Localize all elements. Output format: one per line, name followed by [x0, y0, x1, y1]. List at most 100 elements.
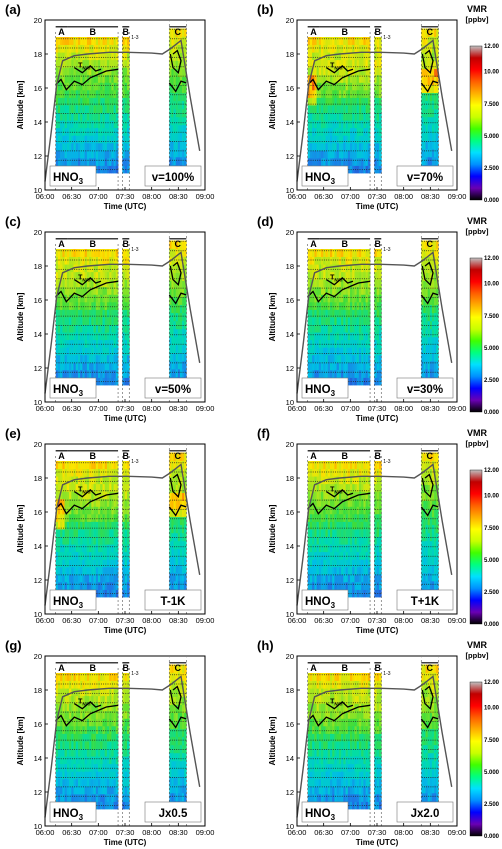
grid-dot — [377, 169, 379, 171]
grid-dot — [330, 306, 332, 308]
vmr-cell — [352, 120, 355, 129]
grid-dot — [96, 343, 98, 345]
grid-dot — [346, 103, 348, 105]
vmr-cell — [57, 127, 61, 136]
grid-dot — [96, 150, 98, 152]
grid-dot — [355, 141, 357, 142]
vmr-cell — [425, 68, 428, 77]
vmr-cell — [55, 332, 59, 341]
vmr-cell — [69, 52, 72, 61]
grid-dot — [107, 47, 109, 49]
grid-dot — [432, 113, 434, 114]
vmr-cell — [82, 150, 85, 159]
vmr-cell — [354, 142, 358, 151]
vmr-cell — [309, 279, 313, 288]
vmr-cell — [113, 105, 117, 113]
grid-dot — [348, 325, 350, 326]
vmr-cell — [111, 362, 114, 371]
vmr-cell — [75, 135, 79, 144]
grid-dot — [78, 141, 80, 142]
vmr-cell — [62, 97, 65, 106]
vmr-cell — [84, 74, 88, 83]
vmr-cell — [327, 157, 331, 166]
vmr-cell — [177, 288, 181, 298]
vmr-cell — [111, 89, 114, 98]
grid-dot — [368, 259, 370, 261]
vmr-cell — [102, 347, 106, 356]
grid-dot — [323, 325, 325, 326]
grid-dot — [85, 315, 87, 317]
vmr-cell — [427, 28, 431, 37]
grid-dot — [184, 296, 186, 298]
grid-dot — [174, 122, 176, 124]
vmr-cell — [169, 296, 172, 306]
grid-dot — [424, 84, 425, 86]
grid-dot — [94, 131, 96, 133]
grid-dot — [184, 103, 186, 105]
grid-dot — [65, 250, 67, 252]
vmr-cell — [115, 369, 119, 378]
vmr-cell — [98, 271, 101, 280]
grid-dot — [169, 28, 171, 30]
vmr-cell — [169, 288, 172, 298]
vmr-cell — [66, 59, 70, 68]
grid-dot — [65, 353, 67, 354]
grid-dot — [65, 296, 67, 298]
vmr-cell — [330, 82, 333, 91]
vmr-cell — [122, 37, 125, 45]
vmr-cell — [64, 82, 68, 91]
grid-dot — [368, 56, 370, 58]
vmr-cell — [321, 279, 324, 288]
vmr-cell — [356, 271, 360, 280]
vmr-cell — [91, 135, 94, 144]
vmr-cell — [115, 354, 119, 363]
vmr-cell — [425, 60, 428, 69]
grid-dot — [352, 113, 354, 114]
vmr-cell — [431, 84, 435, 94]
vmr-cell — [350, 67, 353, 76]
vmr-cell — [93, 37, 97, 45]
vmr-cell — [184, 352, 187, 362]
vmr-cell — [341, 112, 344, 121]
grid-dot — [355, 362, 357, 364]
vmr-cell — [345, 324, 349, 333]
grid-dot — [346, 315, 348, 317]
vmr-cell — [75, 354, 79, 363]
vmr-cell — [332, 150, 335, 159]
grid-dot — [76, 56, 78, 58]
grid-dot — [56, 150, 58, 152]
vmr-cell — [361, 309, 364, 318]
vmr-cell — [102, 354, 106, 363]
grid-dot — [379, 131, 381, 133]
vmr-cell — [111, 309, 114, 318]
vmr-cell — [316, 120, 320, 129]
vmr-cell — [316, 317, 320, 325]
vmr-cell — [321, 317, 324, 325]
grid-dot — [127, 353, 129, 354]
vmr-cell — [338, 354, 342, 363]
grid-dot — [330, 94, 332, 96]
grid-dot — [176, 362, 178, 364]
grid-dot — [80, 56, 82, 58]
vmr-cell — [102, 324, 106, 333]
vmr-cell — [124, 74, 128, 83]
grid-dot — [83, 353, 84, 354]
vmr-cell — [69, 97, 72, 106]
grid-dot — [361, 113, 363, 114]
vmr-cell — [361, 279, 364, 288]
grid-dot — [330, 141, 332, 142]
grid-dot — [364, 169, 365, 171]
grid-dot — [343, 56, 345, 58]
grid-dot — [326, 103, 328, 105]
y-tick-label: 12 — [34, 152, 42, 161]
grid-dot — [337, 38, 339, 40]
vmr-cell — [84, 59, 88, 68]
grid-dot — [366, 343, 368, 345]
vmr-cell — [84, 82, 88, 91]
vmr-cell — [336, 301, 340, 310]
grid-dot — [323, 371, 325, 373]
grid-dot — [339, 150, 341, 152]
grid-dot — [172, 315, 173, 317]
grid-dot — [330, 47, 332, 49]
grid-dot — [76, 94, 78, 96]
